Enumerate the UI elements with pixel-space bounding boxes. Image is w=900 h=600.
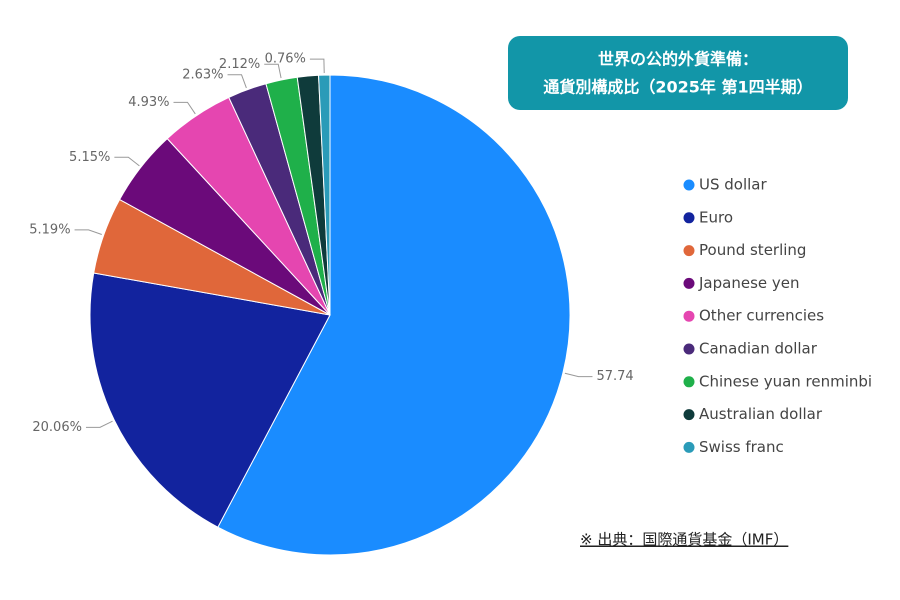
chart-title: 通貨別構成比（2025年 第1四半期） — [543, 78, 812, 97]
legend-swatch — [683, 277, 695, 289]
leader-line — [173, 101, 196, 115]
legend-swatch — [683, 245, 695, 257]
legend-label: Canadian dollar — [699, 340, 818, 358]
legend-swatch — [683, 179, 695, 191]
legend-swatch — [683, 376, 695, 388]
leader-line — [114, 156, 140, 167]
pie-slice — [89, 272, 331, 528]
leader-line — [264, 63, 282, 79]
data-label: 20.06% — [32, 420, 82, 435]
data-label: 57.74 — [596, 369, 633, 384]
legend-swatch — [683, 441, 695, 453]
legend-label: Japanese yen — [698, 274, 800, 292]
pie-slice — [217, 74, 571, 556]
data-label: 0.76% — [265, 52, 306, 67]
data-label: 2.63% — [182, 67, 223, 82]
legend-swatch — [683, 212, 695, 224]
leader-line — [74, 229, 102, 236]
leader-line — [309, 58, 325, 74]
data-label: 5.15% — [69, 150, 110, 165]
legend-label: Other currencies — [699, 307, 824, 325]
legend-label: US dollar — [699, 176, 767, 194]
pie-slice — [318, 74, 331, 316]
legend-swatch — [683, 343, 695, 355]
legend-swatch — [683, 310, 695, 322]
legend-label: Australian dollar — [699, 405, 823, 423]
legend-label: Chinese yuan renminbi — [699, 372, 872, 390]
source-note: ※ 出典：国際通貨基金（IMF） — [580, 531, 788, 549]
legend-swatch — [683, 409, 695, 421]
data-label: 2.12% — [219, 57, 260, 72]
leader-line — [564, 372, 593, 378]
leader-line — [85, 420, 113, 428]
data-label: 5.19% — [29, 222, 70, 237]
legend-label: Swiss franc — [699, 438, 784, 456]
leader-line — [227, 74, 247, 89]
legend-label: Pound sterling — [699, 241, 806, 259]
data-label: 4.93% — [128, 95, 169, 110]
slices — [89, 74, 571, 556]
chart-title: 世界の公的外貨準備： — [598, 50, 758, 69]
legend-label: Euro — [699, 208, 733, 226]
title-box — [508, 36, 848, 110]
